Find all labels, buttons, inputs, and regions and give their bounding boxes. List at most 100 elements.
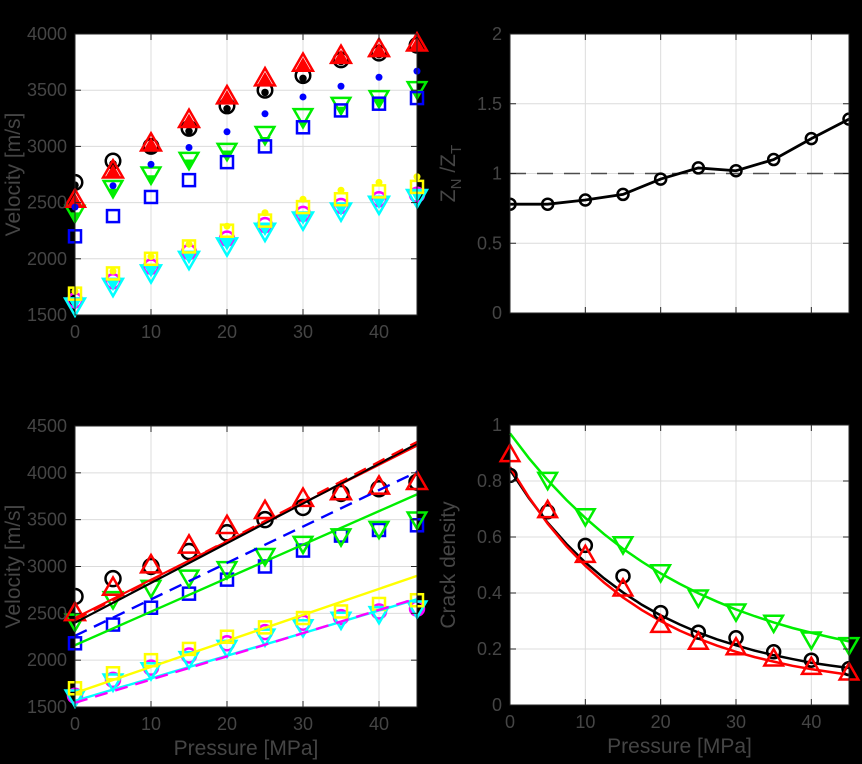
svg-text:0: 0: [505, 712, 515, 732]
y-tick-labels: 1500 2000 2500 3000 3500 4000: [27, 24, 67, 325]
vp-blue-open-square-marker: [333, 103, 349, 118]
vs-yellow-filled-dot-marker: [147, 253, 155, 261]
zn-zt-marker: [540, 197, 555, 211]
svg-text:3500: 3500: [27, 510, 67, 530]
crack-black-open-circle-marker: [690, 624, 707, 640]
vs-yellow-filled-dot-marker: [261, 209, 269, 217]
svg-text:0: 0: [492, 303, 502, 323]
fit-green-curve: [509, 432, 850, 643]
svg-text:20: 20: [217, 322, 237, 342]
y-axis-label: Velocity [m/s]: [2, 505, 25, 629]
vp-green-open-tri-marker: [253, 547, 277, 568]
crack-green-open-tri-marker: [762, 614, 786, 635]
crack-red-open-tri-marker: [649, 613, 673, 634]
vp-red-open-tri-marker: [252, 65, 278, 87]
crack-red-open-tri-marker: [724, 635, 748, 656]
crack-black-open-circle-marker: [615, 568, 631, 584]
vs-cyan-open-tri-marker: [177, 650, 201, 671]
zn-zt-marker: [616, 187, 630, 202]
vp-green-open-tri-marker: [215, 142, 239, 163]
vp-red-open-tri-marker: [100, 575, 126, 597]
vp-blue-filled-dot-marker: [147, 160, 155, 168]
x-tick-labels: 0 10 20 30 40: [70, 322, 389, 342]
crack-red-open-tri-marker: [536, 498, 560, 519]
vs-cyan-filled-tri-marker: [371, 196, 387, 210]
svg-text:2500: 2500: [27, 603, 67, 623]
vp-blue-open-square-marker: [371, 96, 387, 111]
svg-text:40: 40: [369, 322, 389, 342]
y-axis-label: Velocity [m/s]: [2, 113, 25, 237]
svg-text:0: 0: [492, 695, 502, 715]
y-axis-label: ZN /ZT: [437, 145, 465, 203]
vp-red-open-tri-marker: [290, 50, 316, 72]
vp-black-filled-dot-marker: [223, 104, 231, 113]
vs-cyan-filled-tri-marker: [181, 251, 197, 265]
vs-yellow-filled-dot-marker: [185, 240, 193, 248]
crack-black-open-circle-marker: [803, 652, 820, 668]
vp-blue-open-square-marker: [295, 120, 311, 135]
vs-yellow-open-square-marker: [143, 251, 159, 267]
subplot-zn-zt-ratio: 0 0.5 1 1.5 2 ZN /ZT: [437, 24, 856, 323]
svg-text:0.8: 0.8: [477, 471, 502, 491]
y-tick-labels: 0 0.2 0.4 0.6 0.8 1: [477, 415, 502, 715]
series-vp-red-open-tri: [62, 30, 430, 208]
vp-red-open-tri-marker: [328, 43, 354, 65]
vs-yellow-filled-dot-marker: [299, 195, 307, 203]
svg-text:40: 40: [801, 712, 821, 732]
zn-zt-marker: [578, 193, 593, 207]
crack-green-open-tri-marker: [649, 564, 673, 585]
x-tick-labels: 0 10 20 30 40: [505, 712, 821, 732]
vp-red-open-tri-marker: [290, 486, 316, 508]
svg-text:30: 30: [293, 322, 313, 342]
fit-black-curve: [508, 469, 850, 670]
series-crack-green-open-tri: [536, 471, 861, 657]
zn-zt-line: [510, 117, 850, 206]
svg-text:2000: 2000: [27, 650, 67, 670]
vp-black-filled-dot-marker: [299, 74, 307, 83]
fit-green-solid: [74, 493, 418, 647]
fit-red-curve: [508, 466, 850, 676]
crack-red-open-tri-marker: [686, 629, 710, 650]
vp-red-open-tri-marker: [176, 107, 202, 129]
crack-green-open-tri-marker: [573, 508, 597, 529]
vp-blue-filled-dot-marker: [299, 93, 307, 101]
vs-cyan-filled-tri-marker: [143, 264, 159, 278]
svg-text:40: 40: [369, 714, 389, 734]
vp-green-open-tri-marker: [177, 151, 201, 172]
svg-text:10: 10: [575, 712, 595, 732]
svg-text:20: 20: [217, 714, 237, 734]
x-axis-label: Pressure [MPa]: [174, 737, 319, 760]
vp-blue-filled-dot-marker: [337, 82, 345, 90]
x-axis-label: Pressure [MPa]: [607, 735, 752, 758]
vp-green-open-tri-marker: [291, 107, 315, 128]
vp-blue-filled-dot-marker: [261, 110, 269, 118]
vp-blue-open-square-marker: [143, 189, 159, 205]
svg-text:0: 0: [70, 714, 80, 734]
svg-text:4000: 4000: [27, 24, 67, 44]
vs-yellow-filled-dot-marker: [223, 222, 231, 230]
vp-blue-filled-dot-marker: [185, 144, 193, 152]
crack-red-open-tri-marker: [573, 543, 597, 564]
crack-green-open-tri-marker: [724, 603, 748, 624]
zn-zt-marker: [766, 152, 781, 167]
plot-area: [510, 425, 849, 705]
vp-red-filled-tri-marker: [257, 71, 273, 85]
crack-green-open-tri-marker: [686, 589, 710, 610]
vp-red-open-tri-marker: [100, 157, 126, 179]
vp-green-open-tri-marker: [329, 528, 353, 549]
svg-text:10: 10: [141, 714, 161, 734]
svg-text:1: 1: [492, 415, 502, 435]
vp-black-open-circle-marker: [104, 569, 122, 588]
vp-red-open-tri-marker: [366, 473, 392, 495]
zn-zt-marker: [653, 172, 668, 186]
svg-text:1500: 1500: [27, 697, 67, 717]
svg-text:20: 20: [651, 712, 671, 732]
vp-green-open-tri-marker: [367, 89, 391, 110]
vp-red-open-tri-marker: [366, 36, 392, 58]
svg-text:1500: 1500: [27, 305, 67, 325]
crack-black-open-circle-marker: [728, 630, 744, 646]
vp-green-open-tri-marker: [329, 96, 353, 117]
axis-tick-marks: [74, 33, 417, 316]
vs-yellow-open-square-marker: [219, 629, 235, 644]
